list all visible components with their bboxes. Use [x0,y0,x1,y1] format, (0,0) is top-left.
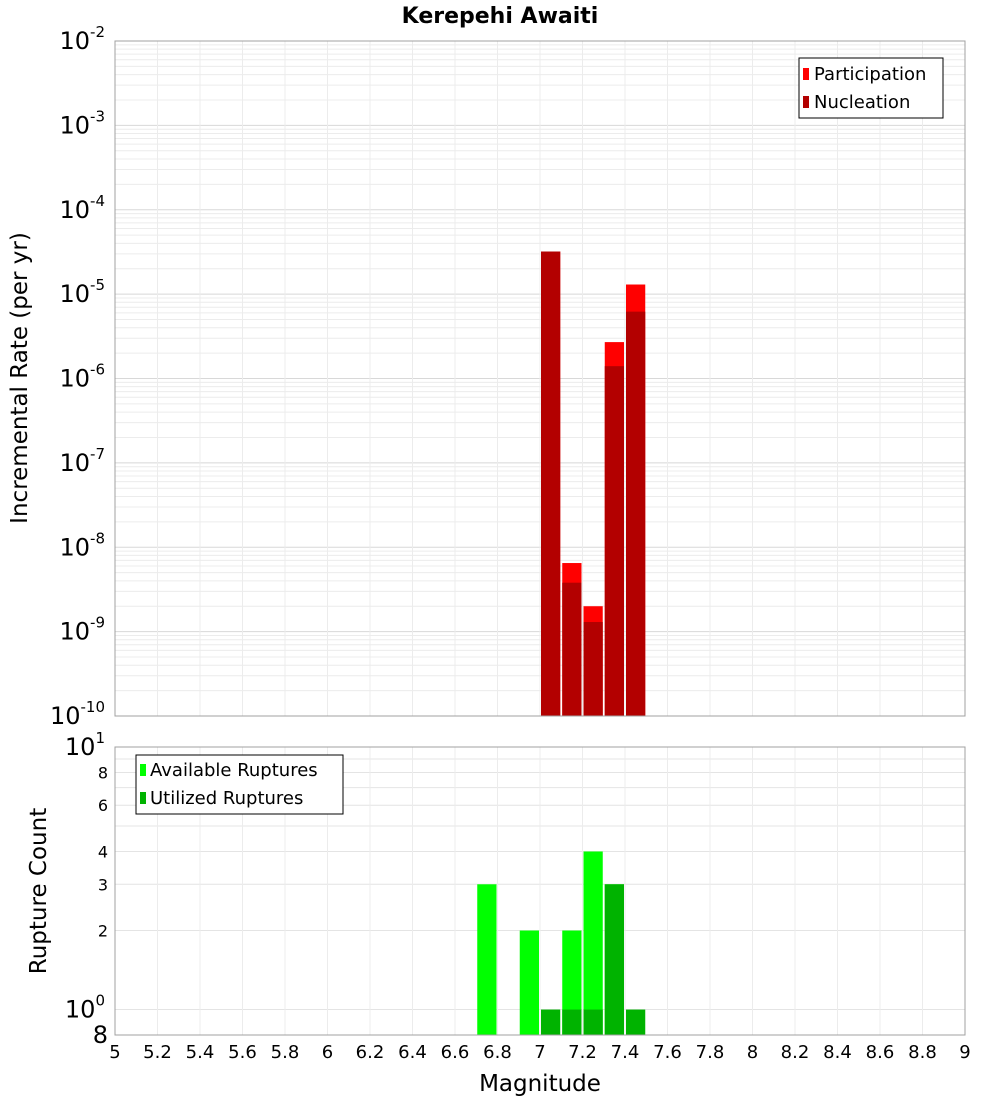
x-tick-label: 8.8 [908,1042,937,1063]
x-tick-label: 7 [534,1042,545,1063]
count-bar-available-ruptures [562,930,582,1035]
rate-legend-label: Participation [814,64,926,85]
rate-y-tick-label: 10-7 [59,445,105,477]
x-tick-label: 5.4 [186,1042,215,1063]
count-y-tick-label: 6 [98,796,108,815]
rate-plot-panel: 10-2 10-3 10-4 10-5 10-6 10-7 10-8 10-9 10-10 Pa… [7,23,966,730]
count-legend-label: Available Ruptures [150,760,318,781]
rate-y-axis-label: Incremental Rate (per yr) [7,232,33,524]
count-legend: Available Ruptures Utilized Ruptures [135,754,344,815]
count-legend-label: Utilized Ruptures [150,788,303,809]
count-legend-swatch [140,792,146,804]
x-tick-label: 6.8 [483,1042,512,1063]
x-tick-label: 8.4 [823,1042,852,1063]
count-legend-swatch [140,764,146,776]
rate-legend-swatch [803,96,809,108]
count-y-tick-label: 4 [98,842,108,861]
rate-legend-swatch [803,68,809,80]
count-bar-available-ruptures [583,851,603,1035]
rate-bar-nucleation [562,582,582,716]
count-y-tick-label: 3 [98,875,108,894]
rate-plot-frame [114,40,966,717]
rate-legend-label: Nucleation [814,92,910,113]
count-y-axis-label: Rupture Count [26,808,52,974]
count-y-tick-label: 2 [98,922,108,941]
rate-y-tick-label: 10-4 [59,192,105,224]
rate-bar-nucleation [541,251,561,716]
rate-y-tick-label: 10-9 [59,614,105,646]
x-tick-label: 6.6 [441,1042,470,1063]
rate-y-tick-label: 10-10 [50,698,105,730]
rate-legend-box [798,57,944,119]
count-bar-utilized-ruptures [583,1009,603,1035]
count-y-tick-label: 8 [98,763,108,782]
rate-legend: Participation Nucleation [798,57,944,119]
rate-bar-nucleation [626,311,646,716]
x-tick-label: 7.2 [568,1042,597,1063]
rate-bar-nucleation [583,622,603,716]
x-tick-label: 6.2 [356,1042,385,1063]
rate-y-tick-label: 10-3 [59,107,105,139]
x-tick-label: 8.2 [781,1042,810,1063]
x-tick-label: 6 [322,1042,333,1063]
x-tick-label: 7.8 [696,1042,725,1063]
rate-y-ticks: 10-2 10-3 10-4 10-5 10-6 10-7 10-8 10-9 10-10 [50,23,105,730]
count-y-tick-label: 101 [65,729,105,761]
chart-title: Kerepehi Awaiti [402,4,599,29]
x-tick-label: 5.8 [271,1042,300,1063]
x-tick-label: 9 [959,1042,970,1063]
x-axis-ticks: 5 5.2 5.4 5.6 5.8 6 6.2 6.4 6.6 6.8 7 7.2 7.4 7.6 7.8 8… [109,1042,970,1063]
rate-plot-grid [114,41,966,717]
x-tick-label: 7.6 [653,1042,682,1063]
x-axis-label: Magnitude [479,1071,601,1097]
count-plot-frame [114,746,966,1036]
count-y-tick-label: 8 [93,1021,108,1049]
count-plot-grid [114,747,966,1035]
x-tick-label: 8 [747,1042,758,1063]
count-bar-utilized-ruptures [626,1009,646,1035]
count-bar-utilized-ruptures [541,1009,561,1035]
rate-y-tick-label: 10-2 [59,23,105,55]
x-tick-label: 8.6 [866,1042,895,1063]
count-bar-utilized-ruptures [604,884,624,1035]
count-legend-box [135,754,344,815]
x-tick-label: 6.4 [398,1042,427,1063]
count-bar-utilized-ruptures [562,1009,582,1035]
count-y-tick-label: 100 [65,992,105,1024]
count-bar-available-ruptures [477,884,497,1035]
x-tick-label: 5.2 [143,1042,172,1063]
count-plot-bars [477,851,646,1035]
rate-plot-bars [541,251,646,716]
rate-y-tick-label: 10-8 [59,529,105,561]
count-bar-available-ruptures [519,930,539,1035]
x-tick-label: 5.6 [228,1042,257,1063]
rate-bar-nucleation [604,366,624,716]
x-tick-label: 5 [109,1042,120,1063]
x-tick-label: 7.4 [611,1042,640,1063]
rate-y-tick-label: 10-5 [59,276,105,308]
rate-y-tick-label: 10-6 [59,361,105,393]
